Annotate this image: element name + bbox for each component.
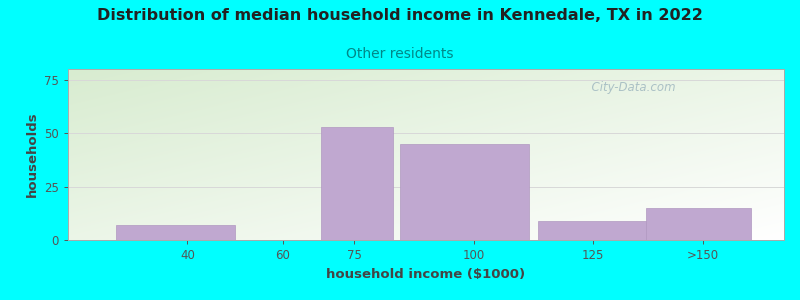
Bar: [116, 225, 235, 240]
Bar: [400, 144, 529, 240]
X-axis label: household income ($1000): household income ($1000): [326, 268, 526, 281]
Text: City-Data.com: City-Data.com: [583, 81, 675, 94]
Bar: [646, 208, 750, 240]
Bar: [538, 221, 653, 240]
Y-axis label: households: households: [26, 112, 38, 197]
Bar: [321, 127, 393, 240]
Text: Other residents: Other residents: [346, 46, 454, 61]
Text: Distribution of median household income in Kennedale, TX in 2022: Distribution of median household income …: [97, 8, 703, 22]
